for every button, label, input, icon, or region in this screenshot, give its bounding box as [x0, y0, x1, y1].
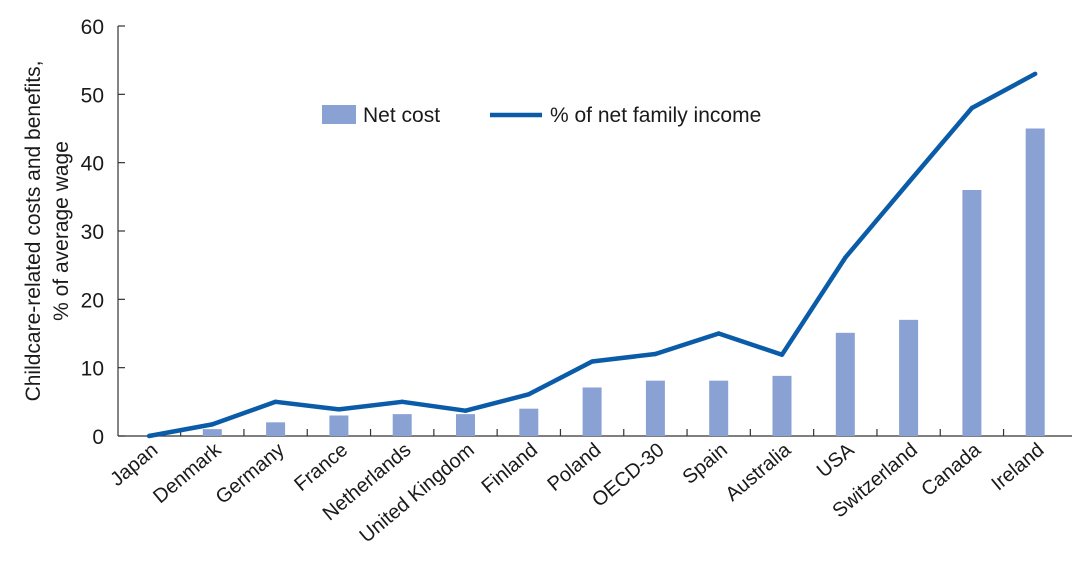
- legend: Net cost % of net family income: [322, 104, 761, 127]
- bar-finland: [519, 408, 539, 436]
- x-label-united-kingdom: United Kingdom: [356, 439, 479, 547]
- x-label-germany: Germany: [212, 439, 289, 509]
- bar-denmark: [202, 429, 222, 436]
- x-label-australia: Australia: [721, 438, 795, 505]
- bar-series: [202, 128, 1045, 436]
- y-tick-label: 60: [81, 16, 104, 39]
- x-label-usa: USA: [813, 439, 859, 483]
- bar-netherlands: [392, 414, 412, 436]
- point-ireland: [1033, 71, 1038, 77]
- point-poland: [589, 359, 595, 364]
- x-label-canada: Canada: [917, 438, 985, 500]
- bar-australia: [772, 375, 792, 436]
- point-oecd-30: [653, 351, 658, 357]
- x-label-finland: Finland: [478, 439, 542, 498]
- point-netherlands: [400, 399, 405, 405]
- point-canada: [969, 105, 975, 111]
- y-tick-label: 20: [81, 289, 104, 312]
- legend-swatch-net-cost: [322, 105, 356, 124]
- y-tick-label: 40: [81, 153, 104, 176]
- bar-poland: [582, 387, 602, 436]
- point-switzerland: [906, 180, 911, 185]
- point-finland: [526, 392, 531, 397]
- point-united-kingdom: [463, 408, 468, 413]
- bar-canada: [962, 190, 982, 436]
- point-usa: [843, 255, 848, 260]
- x-label-spain: Spain: [679, 439, 732, 489]
- bar-usa: [835, 332, 855, 436]
- bar-germany: [266, 422, 286, 436]
- bar-switzerland: [899, 319, 919, 436]
- point-germany: [273, 399, 278, 405]
- bar-france: [329, 415, 349, 436]
- bar-ireland: [1025, 128, 1045, 436]
- legend-label-net-cost: Net cost: [363, 104, 440, 127]
- line-series: [146, 71, 1038, 439]
- legend-label-net-family-income: % of net family income: [550, 104, 761, 127]
- y-tick-label: 10: [81, 358, 104, 381]
- point-denmark: [210, 422, 215, 427]
- y-axis-title-line-2: % of average wage: [50, 141, 73, 321]
- x-label-japan: Japan: [106, 439, 162, 491]
- axes: 0 10 20 30 40 50 60: [81, 16, 1072, 449]
- y-tick-label: 50: [81, 84, 104, 107]
- x-label-ireland: Ireland: [987, 439, 1048, 495]
- y-tick-label: 30: [81, 221, 104, 244]
- point-japan: [146, 433, 152, 439]
- y-axis-title-line-1: Childcare-related costs and benefits,: [22, 61, 45, 402]
- bar-spain: [709, 380, 729, 436]
- y-tick-label: 0: [92, 426, 104, 449]
- bar-oecd-30: [645, 380, 665, 436]
- point-australia: [779, 352, 785, 357]
- y-axis-title: Childcare-related costs and benefits, % …: [22, 61, 73, 402]
- x-label-denmark: Denmark: [149, 438, 226, 508]
- bar-united-kingdom: [456, 414, 475, 436]
- point-france: [336, 407, 342, 412]
- point-spain: [716, 331, 721, 336]
